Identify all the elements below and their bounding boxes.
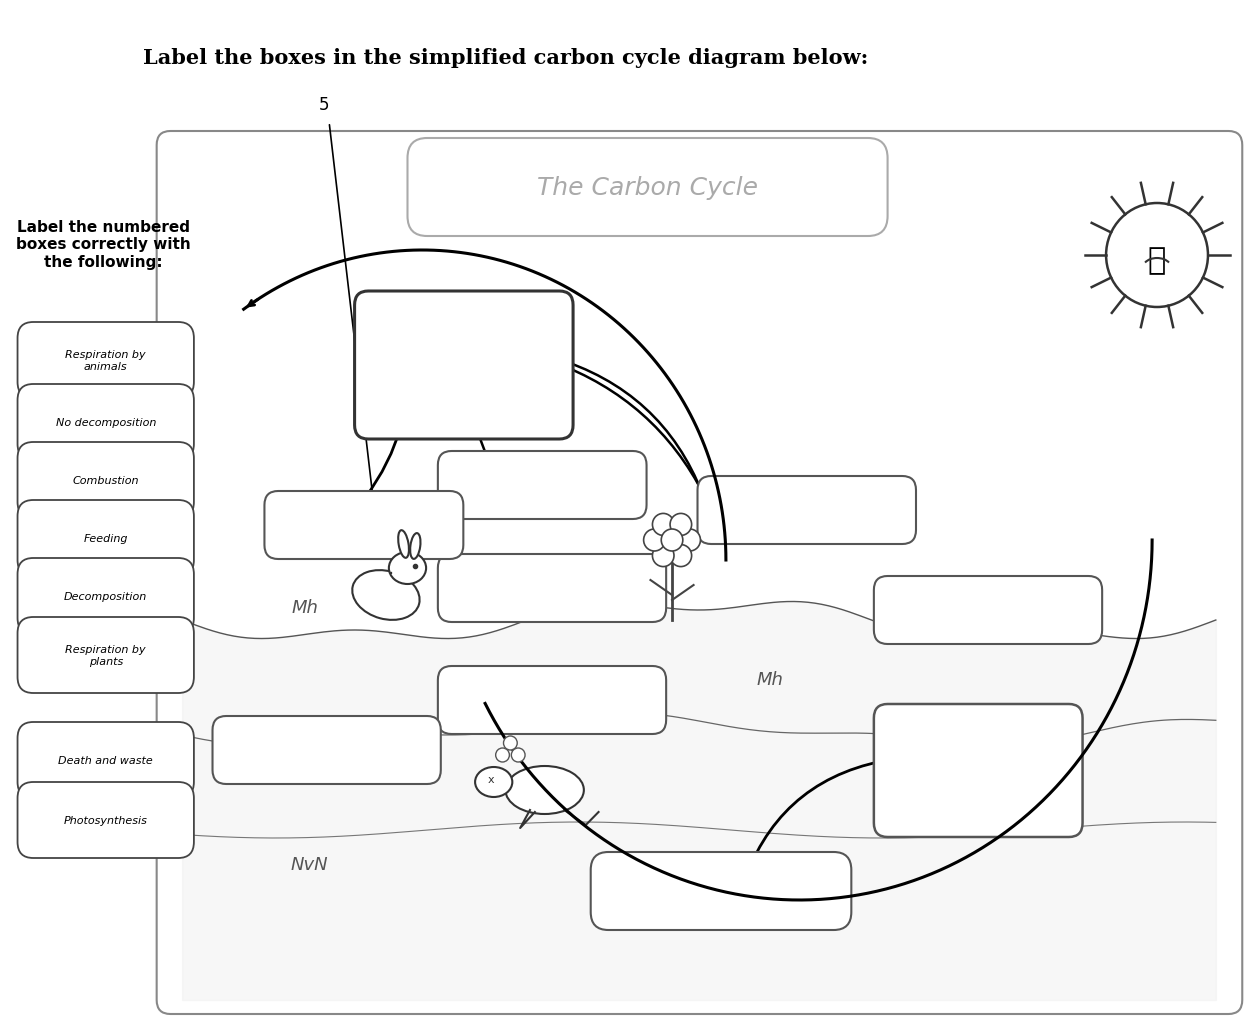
- FancyBboxPatch shape: [18, 782, 193, 858]
- Text: Mh: Mh: [757, 671, 783, 689]
- Text: Carbon
dioxide in the
air: Carbon dioxide in the air: [399, 337, 527, 396]
- FancyBboxPatch shape: [18, 500, 193, 575]
- Ellipse shape: [353, 570, 419, 620]
- Circle shape: [496, 748, 510, 762]
- FancyBboxPatch shape: [438, 451, 646, 519]
- FancyBboxPatch shape: [591, 852, 851, 930]
- Text: 6: 6: [228, 732, 236, 745]
- FancyBboxPatch shape: [438, 666, 666, 734]
- Text: Feeding: Feeding: [84, 534, 128, 544]
- FancyBboxPatch shape: [157, 131, 1242, 1014]
- FancyBboxPatch shape: [873, 575, 1102, 644]
- FancyBboxPatch shape: [18, 722, 193, 798]
- FancyBboxPatch shape: [408, 138, 887, 236]
- Text: Death and waste: Death and waste: [58, 756, 153, 766]
- Text: The Carbon Cycle: The Carbon Cycle: [537, 176, 758, 200]
- Text: 3: 3: [453, 570, 462, 583]
- FancyBboxPatch shape: [698, 476, 916, 544]
- FancyBboxPatch shape: [438, 554, 666, 622]
- FancyBboxPatch shape: [355, 291, 574, 439]
- Circle shape: [653, 513, 674, 536]
- Text: Label the numbered
boxes correctly with
the following:: Label the numbered boxes correctly with …: [16, 220, 191, 269]
- Text: Respiration by
plants: Respiration by plants: [65, 645, 146, 667]
- Circle shape: [503, 736, 517, 750]
- FancyBboxPatch shape: [265, 490, 463, 559]
- FancyBboxPatch shape: [18, 558, 193, 634]
- Text: Decomposition: Decomposition: [64, 592, 147, 602]
- Ellipse shape: [389, 552, 427, 584]
- Text: 2: 2: [713, 492, 722, 505]
- Text: ·: ·: [388, 565, 394, 585]
- Text: Fossil fuels
formed over
millions of years: Fossil fuels formed over millions of yea…: [916, 750, 1040, 793]
- Text: Label the boxes in the simplified carbon cycle diagram below:: Label the boxes in the simplified carbon…: [143, 48, 868, 68]
- Text: Combustion: Combustion: [73, 476, 139, 486]
- Circle shape: [511, 748, 525, 762]
- FancyBboxPatch shape: [18, 617, 193, 693]
- Text: 7: 7: [610, 872, 619, 885]
- Ellipse shape: [398, 530, 409, 558]
- Text: 8: 8: [890, 592, 897, 605]
- Circle shape: [679, 529, 700, 551]
- FancyBboxPatch shape: [18, 384, 193, 460]
- Circle shape: [1106, 203, 1209, 307]
- Text: 🕶: 🕶: [1148, 247, 1166, 275]
- Circle shape: [670, 513, 692, 536]
- Text: NvN: NvN: [291, 856, 329, 874]
- Ellipse shape: [506, 766, 584, 814]
- Text: 5: 5: [319, 96, 330, 114]
- FancyBboxPatch shape: [212, 716, 441, 784]
- Text: Mh: Mh: [291, 599, 318, 617]
- Ellipse shape: [410, 534, 420, 559]
- Text: Photosynthesis: Photosynthesis: [64, 816, 148, 826]
- Circle shape: [653, 545, 674, 566]
- Circle shape: [661, 529, 683, 551]
- Text: 1: 1: [453, 467, 462, 480]
- FancyBboxPatch shape: [873, 705, 1083, 837]
- Text: x: x: [487, 775, 494, 785]
- Text: 4: 4: [453, 682, 462, 695]
- Text: Respiration by
animals: Respiration by animals: [65, 350, 146, 372]
- FancyBboxPatch shape: [18, 442, 193, 518]
- Circle shape: [644, 529, 665, 551]
- Ellipse shape: [476, 767, 512, 797]
- FancyBboxPatch shape: [18, 322, 193, 398]
- Circle shape: [670, 545, 692, 566]
- Text: No decomposition: No decomposition: [55, 418, 156, 428]
